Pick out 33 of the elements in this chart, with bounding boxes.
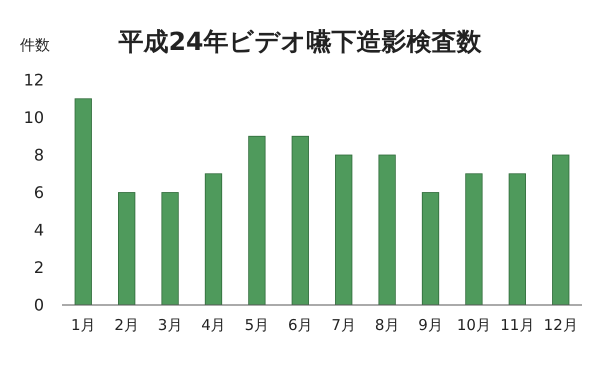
bar <box>552 154 570 306</box>
x-tick-label: 12月 <box>544 316 578 334</box>
bar <box>335 154 352 306</box>
bar <box>204 173 222 306</box>
bar <box>465 173 483 306</box>
x-tick-label: 4月 <box>201 316 226 334</box>
x-tick-label: 5月 <box>244 316 270 334</box>
y-tick-label: 4 <box>34 220 44 240</box>
y-tick-label: 0 <box>34 296 44 315</box>
bar <box>118 192 136 306</box>
chart-title: 平成24年ビデオ嚥下造影検査数 <box>118 27 482 56</box>
x-tick-label: 7月 <box>331 316 356 334</box>
y-tick-label: 6 <box>34 183 44 202</box>
x-tick-label: 2月 <box>114 316 139 334</box>
bar <box>292 136 309 306</box>
y-tick-label: 12 <box>24 70 44 90</box>
bar <box>422 192 440 306</box>
x-tick-label: 3月 <box>158 316 182 334</box>
x-tick-label: 6月 <box>288 316 313 334</box>
bar <box>74 98 92 306</box>
x-tick-label: 9月 <box>418 316 443 334</box>
y-tick-label: 2 <box>34 258 44 278</box>
x-tick-label: 10月 <box>456 316 491 334</box>
bar <box>161 192 179 306</box>
bar <box>508 173 526 306</box>
y-tick-label: 10 <box>24 108 44 128</box>
bar <box>248 136 266 306</box>
x-tick-label: 8月 <box>374 316 400 334</box>
x-tick-label: 1月 <box>70 316 96 334</box>
y-axis-title: 件数 <box>20 36 50 54</box>
y-tick-label: 8 <box>34 146 44 165</box>
x-tick-label: 11月 <box>500 316 534 334</box>
bar <box>378 154 396 306</box>
